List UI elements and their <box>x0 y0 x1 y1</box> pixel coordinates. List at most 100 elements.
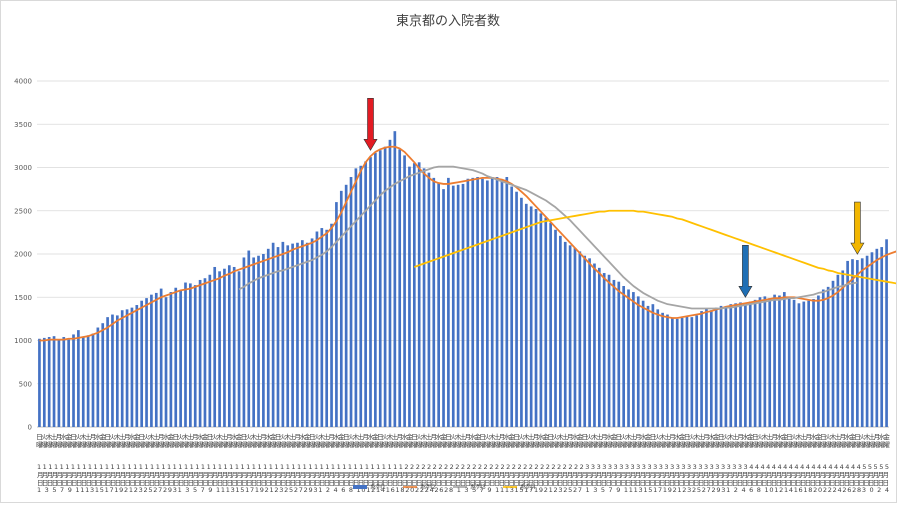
bar <box>661 312 664 427</box>
x-unit-label: 曜 <box>90 441 97 449</box>
bar <box>466 178 470 427</box>
bar <box>237 271 241 427</box>
x-unit-label: 曜 <box>684 441 691 449</box>
bar <box>218 271 221 427</box>
x-weekday-label: 金 <box>849 432 856 441</box>
bar <box>310 238 314 427</box>
x-unit-label: 曜 <box>635 441 642 449</box>
bar <box>461 183 465 427</box>
x-unit-label: 曜 <box>708 441 715 449</box>
x-unit-label: 曜 <box>528 441 535 449</box>
bar <box>524 203 528 427</box>
x-unit-label: 曜 <box>163 441 170 449</box>
x-unit-label: 曜 <box>479 441 486 449</box>
x-unit-label: 曜 <box>552 441 559 449</box>
x-unit-label: 曜 <box>197 441 204 449</box>
x-unit-label: 曜 <box>353 441 360 449</box>
x-weekday-label: 金 <box>815 432 822 441</box>
bar <box>150 294 153 427</box>
x-weekday-label: 火 <box>518 433 525 441</box>
bar <box>179 290 182 427</box>
x-unit-label: 曜 <box>226 441 233 449</box>
x-weekday-label: 木 <box>148 432 155 441</box>
bar <box>140 300 144 427</box>
bar <box>807 300 811 427</box>
bar <box>544 217 548 427</box>
arrow-marker <box>738 245 753 298</box>
x-unit-label: 曜 <box>255 441 262 449</box>
x-weekday-label: 木 <box>796 432 803 441</box>
x-unit-label: 曜 <box>762 441 769 449</box>
x-unit-label: 曜 <box>387 441 394 449</box>
y-tick-label: 4000 <box>14 78 32 86</box>
x-weekday-label: 日 <box>173 433 180 441</box>
x-unit-label: 曜 <box>698 441 705 449</box>
x-weekday-label: 木 <box>625 432 632 441</box>
x-weekday-label: 木 <box>455 432 462 441</box>
x-unit-label: 曜 <box>572 441 579 449</box>
x-weekday-label: 土 <box>869 432 876 441</box>
x-unit-label: 曜 <box>835 441 842 449</box>
x-weekday-label: 木 <box>182 432 189 441</box>
bar <box>315 231 319 427</box>
x-unit-label: 曜 <box>664 441 671 449</box>
x-unit-label: 曜 <box>280 441 287 449</box>
x-unit-label: 曜 <box>620 441 627 449</box>
x-unit-label: 曜 <box>440 441 447 449</box>
bar <box>398 149 402 427</box>
bar <box>442 189 445 427</box>
bar <box>705 308 708 427</box>
x-unit-label: 曜 <box>538 441 545 449</box>
bar <box>169 292 173 427</box>
x-weekday-label: 月 <box>192 433 199 441</box>
bar <box>67 339 70 427</box>
bar <box>826 286 830 427</box>
legend: 系列1 系列2 系列3 系列4 <box>353 483 536 491</box>
bar <box>159 288 163 427</box>
x-unit-label: 曜 <box>294 441 301 449</box>
x-weekday-label: 水 <box>95 432 102 441</box>
x-axis: 日曜火曜木曜土曜月曜水曜金曜日曜火曜木曜土曜月曜水曜金曜日曜火曜木曜土曜月曜水曜… <box>36 432 890 494</box>
x-unit-label: 曜 <box>129 441 136 449</box>
bar <box>417 162 421 427</box>
bar <box>520 197 523 427</box>
x-weekday-label: 土 <box>153 432 160 441</box>
bar <box>573 247 577 427</box>
bar <box>130 307 134 427</box>
x-weekday-label: 金 <box>65 432 72 441</box>
x-unit-label: 曜 <box>830 441 837 449</box>
bar <box>96 327 100 427</box>
x-unit-label: 曜 <box>839 441 846 449</box>
bar <box>490 177 494 427</box>
x-weekday-label: 土 <box>392 432 399 441</box>
bar <box>481 178 484 427</box>
x-weekday-label: 金 <box>781 432 788 441</box>
x-weekday-label: 日 <box>343 433 350 441</box>
bar <box>632 292 635 427</box>
bar <box>534 209 538 427</box>
x-unit-label: 曜 <box>611 441 618 449</box>
x-unit-label: 曜 <box>562 441 569 449</box>
x-weekday-label: 土 <box>255 432 262 441</box>
x-weekday-label: 月 <box>362 433 369 441</box>
x-unit-label: 曜 <box>192 441 199 449</box>
x-weekday-label: 木 <box>421 432 428 441</box>
bar <box>305 242 309 427</box>
bar <box>198 279 202 427</box>
x-weekday-label: 木 <box>284 432 291 441</box>
series-line-系列4 <box>414 209 896 285</box>
bar <box>802 301 806 427</box>
x-weekday-label: 日 <box>377 433 384 441</box>
x-unit-label: 曜 <box>869 441 876 449</box>
x-weekday-label: 金 <box>372 432 379 441</box>
x-unit-label: 曜 <box>358 441 365 449</box>
x-weekday-label: 日 <box>104 433 111 441</box>
x-weekday-label: 土 <box>596 432 603 441</box>
x-unit-label: 曜 <box>416 441 423 449</box>
bar <box>666 314 669 427</box>
annotation-arrows <box>363 98 865 298</box>
x-unit-label: 曜 <box>742 441 749 449</box>
x-unit-row: 月月月月月月月月月月月月月月月月月月月月月月月月月月月月月月月月月月月月月月月月… <box>37 471 889 479</box>
bar <box>651 304 655 427</box>
